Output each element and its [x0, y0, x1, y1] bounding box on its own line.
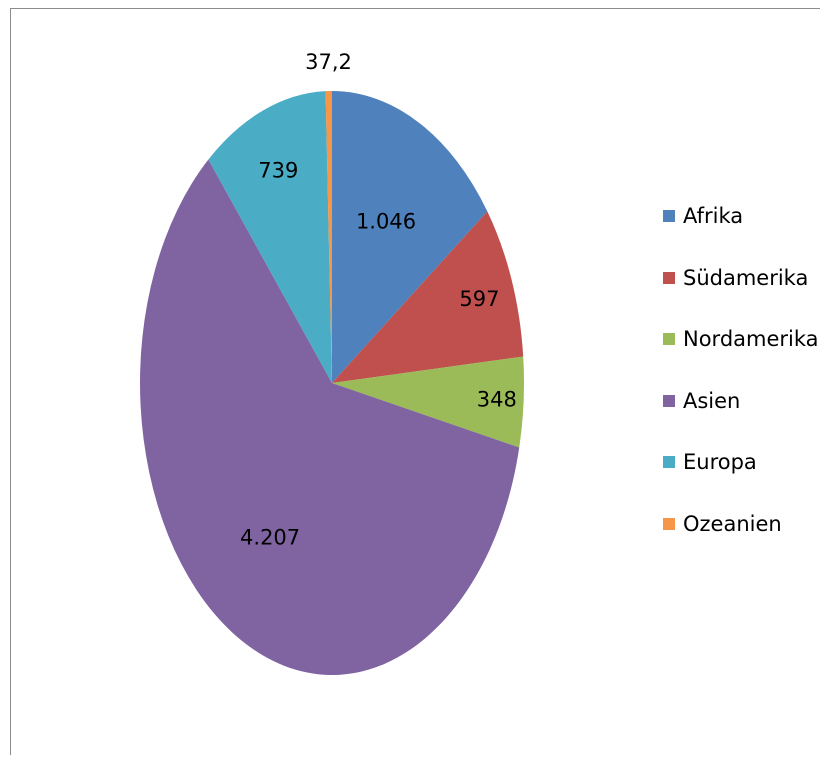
legend-label: Afrika — [683, 204, 744, 228]
pie-slice-europa — [208, 91, 332, 383]
legend-swatch — [663, 456, 675, 469]
pie-slice-afrika — [332, 91, 488, 383]
legend-swatch — [663, 271, 675, 284]
legend-label: Asien — [683, 388, 741, 413]
legend-item-europa: Europa — [663, 451, 819, 513]
legend-swatch — [663, 394, 675, 407]
data-label-nordamerika: 348 — [477, 388, 517, 412]
legend-swatch — [663, 333, 675, 346]
legend-item-asien: Asien — [663, 390, 819, 452]
legend-item-südamerika: Südamerika — [663, 267, 819, 329]
data-label-südamerika: 597 — [459, 287, 499, 311]
legend-label: Ozeanien — [683, 511, 782, 536]
legend-label: Südamerika — [683, 265, 809, 290]
pie-slice-südamerika — [332, 211, 524, 383]
legend-item-afrika: Afrika — [663, 205, 819, 267]
data-label-europa: 739 — [258, 158, 298, 182]
legend-label: Europa — [683, 450, 757, 475]
chart-area — [10, 8, 820, 755]
data-label-asien: 4.207 — [240, 526, 300, 550]
legend-swatch — [663, 210, 675, 222]
data-label-afrika: 1.046 — [356, 210, 416, 234]
pie-slice-nordamerika — [332, 356, 524, 448]
pie-slice-ozeanien — [325, 90, 332, 383]
legend-item-ozeanien: Ozeanien — [663, 513, 819, 575]
data-label-ozeanien: 37,2 — [305, 50, 352, 74]
legend-label: Nordamerika — [683, 327, 819, 352]
legend: Afrika Südamerika Nordamerika Asien Europa Oz… — [663, 205, 819, 575]
legend-swatch — [663, 517, 675, 530]
legend-item-nordamerika: Nordamerika — [663, 328, 819, 390]
pie-slice-asien — [140, 159, 520, 675]
